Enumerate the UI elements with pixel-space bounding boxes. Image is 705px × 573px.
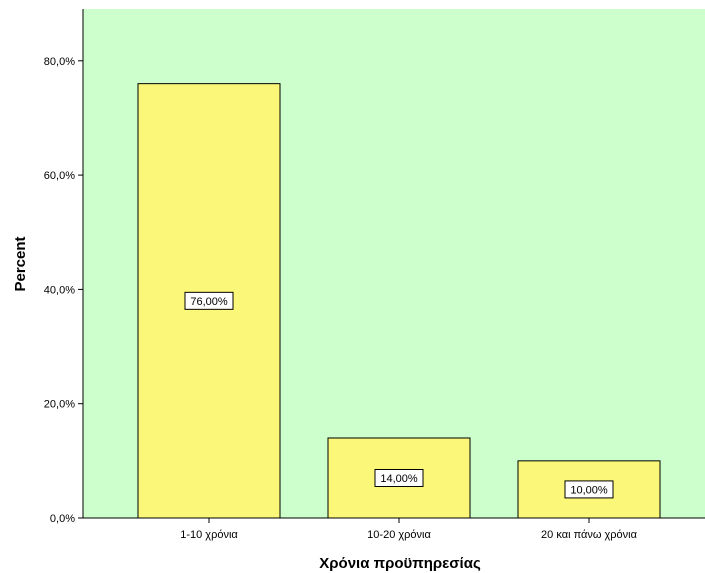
data-label: 76,00% <box>190 296 228 308</box>
y-axis-title: Percent <box>12 236 29 291</box>
data-label-box <box>564 480 614 499</box>
y-tick-label: 20,0% <box>44 399 75 411</box>
y-tick-label: 0,0% <box>50 513 75 525</box>
y-tick-label: 80,0% <box>44 56 75 68</box>
x-tick-label: 1-10 χρόνια <box>180 529 238 541</box>
x-tick-label: 10-20 χρόνια <box>367 529 431 541</box>
y-tick-label: 40,0% <box>44 284 75 296</box>
data-label-box <box>184 291 234 310</box>
x-axis: 1-10 χρόνια 10-20 χρόνια 20 και πάνω χρόνι… <box>83 517 705 541</box>
data-labels: 76,00% 14,00% 10,00% <box>184 291 614 499</box>
data-label-box <box>374 468 424 487</box>
data-label: 14,00% <box>380 473 418 485</box>
x-tick-label: 20 και πάνω χρόνια <box>541 529 638 541</box>
y-tick-label: 60,0% <box>44 170 75 182</box>
y-axis: 0,0% 20,0% 40,0% 60,0% 80,0% <box>44 9 84 525</box>
x-axis-title: Χρόνια προϋπηρεσίας <box>319 555 481 572</box>
data-label: 10,00% <box>570 484 608 496</box>
